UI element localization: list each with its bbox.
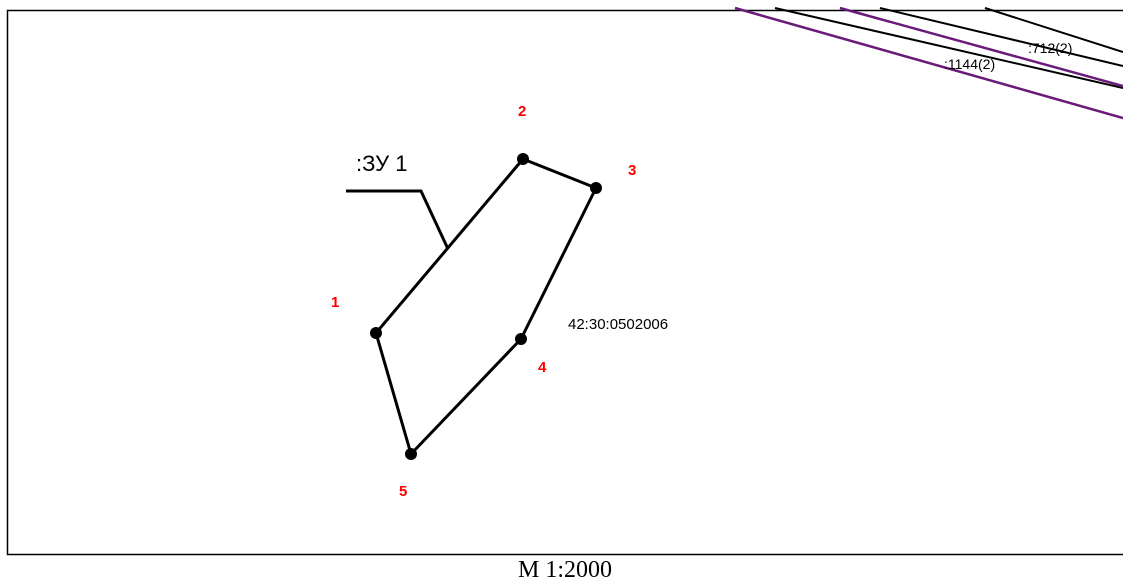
vertex-point-3 xyxy=(590,182,602,194)
map-scale: М 1:2000 xyxy=(518,557,612,581)
neighbor-label: :1144(2) xyxy=(944,56,995,72)
neighbor-boundary-line xyxy=(774,7,1123,89)
neighbor-boundary-line xyxy=(984,7,1123,53)
neighbor-boundary-line xyxy=(839,6,1123,88)
vertex-point-4 xyxy=(515,333,527,345)
vertex-label-2: 2 xyxy=(518,103,526,120)
neighbor-parcels: :1144(2) :712(2) xyxy=(734,6,1123,120)
neighbor-label: :712(2) xyxy=(1028,40,1072,56)
vertex-labels: 1 2 3 4 5 xyxy=(331,103,636,500)
vertex-label-4: 4 xyxy=(538,359,547,376)
parcel-label-leader xyxy=(346,189,450,250)
parcel-outline xyxy=(374,157,598,456)
cadastral-block-number: 42:30:0502006 xyxy=(568,316,668,333)
parcel-label: :ЗУ 1 xyxy=(356,151,407,176)
vertex-point-5 xyxy=(405,448,417,460)
vertex-point-2 xyxy=(517,153,529,165)
neighbor-boundary-line xyxy=(734,6,1123,120)
parcel-vertices xyxy=(370,153,602,460)
vertex-label-1: 1 xyxy=(331,294,339,311)
vertex-point-1 xyxy=(370,327,382,339)
neighbor-boundary-line xyxy=(879,7,1123,67)
map-frame xyxy=(6,9,1123,556)
vertex-label-5: 5 xyxy=(399,483,407,500)
vertex-label-3: 3 xyxy=(628,162,636,179)
